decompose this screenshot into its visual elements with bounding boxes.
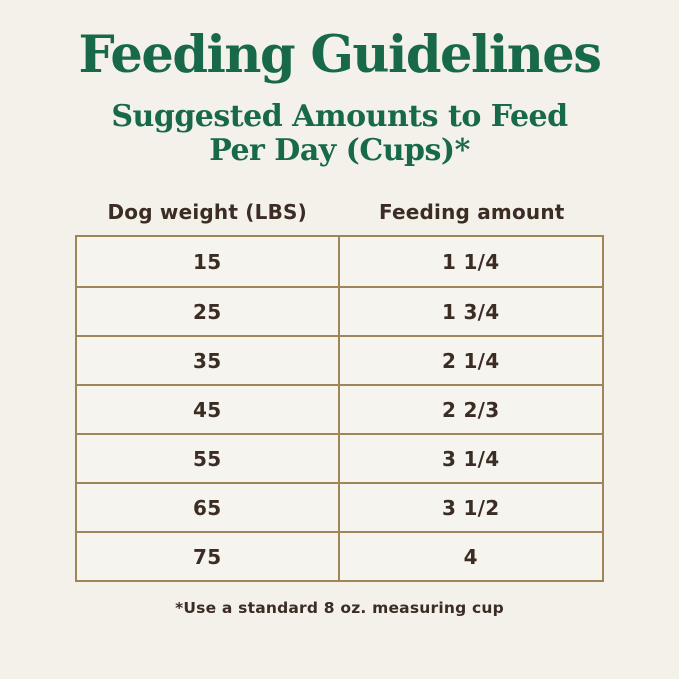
dog-weight-cell: 75 (77, 533, 340, 580)
table-row: 45 2 2/3 (77, 384, 602, 433)
feeding-amount-cell: 3 1/4 (441, 446, 500, 471)
table-row: 65 3 1/2 (77, 482, 602, 531)
feeding-amount-cell: 1 1/4 (441, 249, 500, 274)
subtitle-line-1: Suggested Amounts to Feed (111, 99, 568, 134)
dog-weight-cell: 25 (77, 288, 340, 335)
table-row: 25 1 3/4 (77, 286, 602, 335)
dog-weight-cell: 35 (77, 337, 340, 384)
feeding-table-body: 15 1 1/4 25 1 3/4 35 2 1/4 45 2 2/3 55 3 1/4 65 3 1… (75, 235, 604, 582)
feeding-amount-cell: 4 (463, 544, 478, 569)
column-header-dog-weight: Dog weight (LBS) (107, 200, 307, 224)
dog-weight-cell: 55 (77, 435, 340, 482)
feeding-amount-cell: 2 2/3 (441, 397, 500, 422)
table-header-row: Dog weight (LBS) Feeding amount (75, 200, 604, 226)
table-row: 15 1 1/4 (77, 237, 602, 286)
page-subtitle: Suggested Amounts to Feed Per Day (Cups)… (111, 99, 568, 168)
table-row: 55 3 1/4 (77, 433, 602, 482)
table-row: 75 4 (77, 531, 602, 580)
dog-weight-cell: 45 (77, 386, 340, 433)
dog-weight-cell: 65 (77, 484, 340, 531)
dog-weight-cell: 15 (77, 237, 340, 286)
column-header-feeding-amount: Feeding amount (378, 200, 565, 224)
feeding-amount-cell: 2 1/4 (441, 348, 500, 373)
measuring-cup-footnote: *Use a standard 8 oz. measuring cup (175, 599, 504, 617)
feeding-amount-cell: 1 3/4 (441, 299, 500, 324)
subtitle-line-2: Per Day (Cups)* (209, 133, 470, 168)
table-row: 35 2 1/4 (77, 335, 602, 384)
page-title: Feeding Guidelines (78, 25, 602, 85)
feeding-table: Dog weight (LBS) Feeding amount 15 1 1/4 2… (75, 200, 604, 582)
feeding-amount-cell: 3 1/2 (441, 495, 500, 520)
